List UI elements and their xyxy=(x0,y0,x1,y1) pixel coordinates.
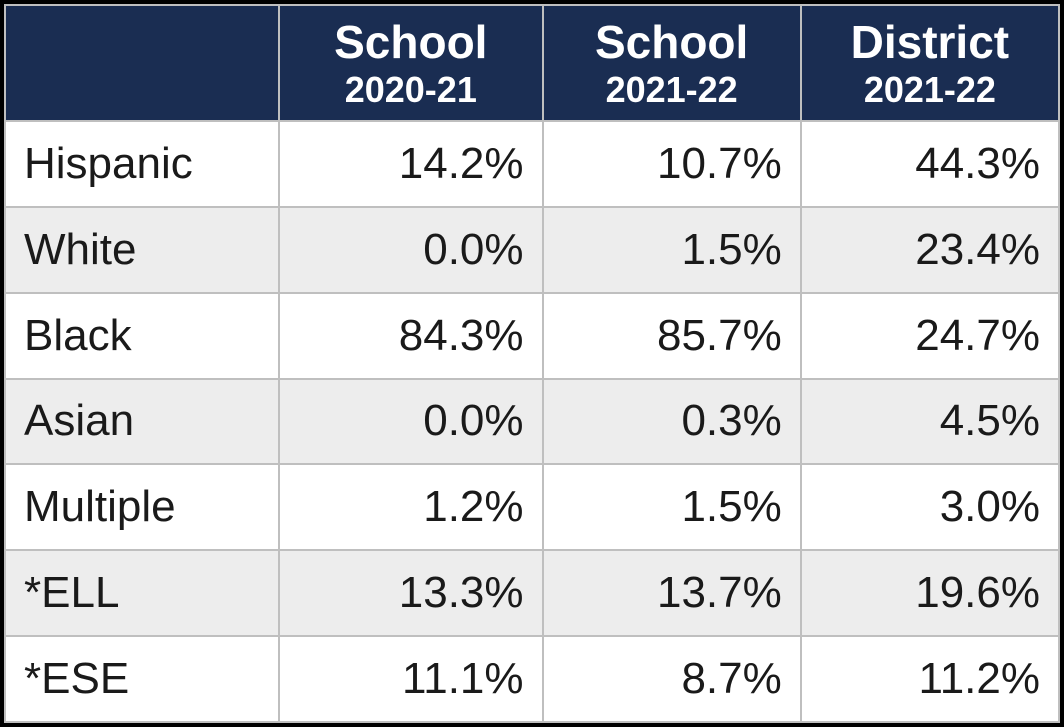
row-value: 11.1% xyxy=(279,636,543,722)
row-label: *ESE xyxy=(5,636,279,722)
row-value: 4.5% xyxy=(801,379,1059,465)
row-value: 1.2% xyxy=(279,464,543,550)
row-label: Hispanic xyxy=(5,121,279,207)
row-value: 14.2% xyxy=(279,121,543,207)
row-value: 13.3% xyxy=(279,550,543,636)
header-title: District xyxy=(808,16,1052,69)
row-value: 0.3% xyxy=(543,379,801,465)
row-label: Multiple xyxy=(5,464,279,550)
header-col-3: District 2021-22 xyxy=(801,5,1059,121)
table-row: *ELL 13.3% 13.7% 19.6% xyxy=(5,550,1059,636)
row-label: *ELL xyxy=(5,550,279,636)
header-blank xyxy=(5,5,279,121)
header-col-1: School 2020-21 xyxy=(279,5,543,121)
row-label: Asian xyxy=(5,379,279,465)
row-value: 3.0% xyxy=(801,464,1059,550)
table-row: White 0.0% 1.5% 23.4% xyxy=(5,207,1059,293)
row-value: 0.0% xyxy=(279,207,543,293)
header-col-2: School 2021-22 xyxy=(543,5,801,121)
row-value: 44.3% xyxy=(801,121,1059,207)
table-header-row: School 2020-21 School 2021-22 District 2… xyxy=(5,5,1059,121)
header-sub: 2020-21 xyxy=(286,69,536,110)
row-label: Black xyxy=(5,293,279,379)
row-value: 13.7% xyxy=(543,550,801,636)
row-value: 19.6% xyxy=(801,550,1059,636)
row-value: 84.3% xyxy=(279,293,543,379)
table-row: Asian 0.0% 0.3% 4.5% xyxy=(5,379,1059,465)
table-row: *ESE 11.1% 8.7% 11.2% xyxy=(5,636,1059,722)
header-sub: 2021-22 xyxy=(550,69,794,110)
row-value: 24.7% xyxy=(801,293,1059,379)
row-value: 0.0% xyxy=(279,379,543,465)
row-value: 8.7% xyxy=(543,636,801,722)
header-title: School xyxy=(286,16,536,69)
table-row: Multiple 1.2% 1.5% 3.0% xyxy=(5,464,1059,550)
header-sub: 2021-22 xyxy=(808,69,1052,110)
row-label: White xyxy=(5,207,279,293)
table-row: Black 84.3% 85.7% 24.7% xyxy=(5,293,1059,379)
row-value: 11.2% xyxy=(801,636,1059,722)
row-value: 85.7% xyxy=(543,293,801,379)
demographics-table: School 2020-21 School 2021-22 District 2… xyxy=(4,4,1060,723)
row-value: 23.4% xyxy=(801,207,1059,293)
header-title: School xyxy=(550,16,794,69)
table-row: Hispanic 14.2% 10.7% 44.3% xyxy=(5,121,1059,207)
row-value: 10.7% xyxy=(543,121,801,207)
table-container: School 2020-21 School 2021-22 District 2… xyxy=(0,0,1064,727)
row-value: 1.5% xyxy=(543,464,801,550)
row-value: 1.5% xyxy=(543,207,801,293)
